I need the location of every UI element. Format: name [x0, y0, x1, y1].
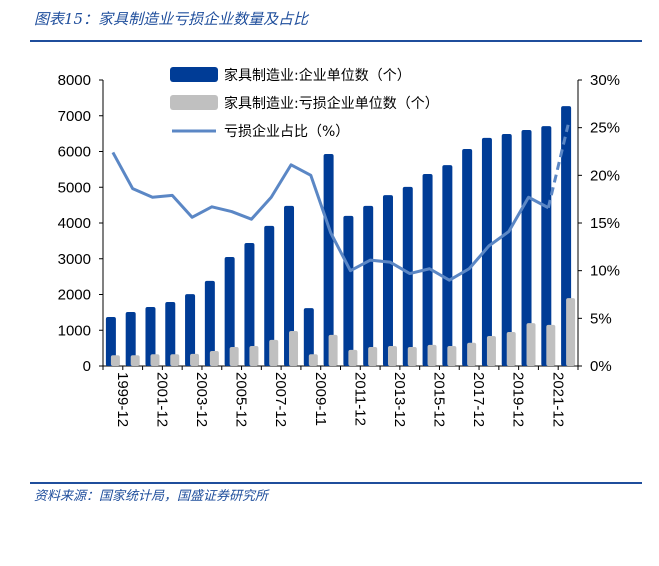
- source-note: 资料来源：国家统计局，国盛证券研究所: [34, 489, 269, 504]
- loss-bar: [447, 345, 457, 366]
- total-bar: [244, 243, 255, 366]
- loss-bar: [566, 298, 576, 366]
- legend-label-loss: 家具制造业:亏损企业单位数（个）: [224, 95, 439, 112]
- loss-bar: [150, 354, 160, 366]
- loss-bar: [190, 353, 200, 366]
- legend-swatch-total: [170, 67, 218, 82]
- x-tick-label: 2001-12: [153, 372, 170, 427]
- x-tick-label: 2021-12: [549, 372, 566, 427]
- x-tick-label: 2017-12: [470, 372, 487, 427]
- loss-bar: [328, 334, 338, 366]
- right-tick-label: 5%: [590, 310, 612, 327]
- right-tick-label: 20%: [590, 167, 620, 184]
- total-bar: [402, 186, 413, 366]
- chart-title: 图表15：家具制造业亏损企业数量及占比: [34, 10, 309, 28]
- left-tick-label: 5000: [58, 179, 91, 196]
- x-tick-label: 2009-11: [312, 372, 329, 426]
- right-tick-label: 10%: [590, 263, 620, 280]
- left-tick-label: 7000: [58, 108, 91, 125]
- total-bar: [481, 137, 492, 366]
- legend-swatch-loss: [170, 95, 218, 110]
- x-tick-label: 1999-12: [114, 372, 131, 427]
- left-tick-label: 1000: [58, 322, 91, 339]
- total-bar: [343, 215, 354, 366]
- total-bar: [442, 165, 453, 366]
- total-bar: [125, 312, 136, 366]
- x-tick-label: 2019-12: [510, 372, 527, 427]
- left-tick-label: 0: [83, 358, 91, 375]
- x-tick-label: 2003-12: [193, 372, 210, 427]
- left-tick-label: 4000: [58, 215, 91, 232]
- total-bar: [363, 205, 374, 366]
- total-bar: [224, 256, 235, 366]
- total-bar: [105, 317, 116, 366]
- loss-bar: [130, 355, 140, 366]
- left-tick-label: 2000: [58, 287, 91, 304]
- loss-bar: [170, 354, 180, 366]
- total-bar: [323, 154, 334, 366]
- loss-bar: [387, 345, 397, 366]
- loss-bar: [526, 323, 536, 366]
- total-bar: [462, 148, 473, 366]
- loss-bar: [249, 345, 259, 366]
- loss-bar: [546, 324, 556, 366]
- total-bar: [185, 294, 196, 366]
- loss-bar: [467, 342, 477, 366]
- loss-bar: [110, 355, 120, 366]
- total-bar: [303, 308, 314, 366]
- loss-bar: [308, 354, 318, 366]
- x-tick-label: 2007-12: [272, 372, 289, 427]
- total-bar: [165, 302, 176, 366]
- total-bar: [284, 205, 295, 366]
- loss-bar: [229, 347, 239, 366]
- right-tick-label: 15%: [590, 215, 620, 232]
- total-bar: [382, 195, 393, 366]
- total-bar: [204, 280, 215, 366]
- x-tick-label: 2013-12: [391, 372, 408, 427]
- total-bar: [541, 126, 552, 367]
- legend-label-ratio: 亏损企业占比（%）: [224, 123, 349, 140]
- right-tick-label: 30%: [590, 72, 620, 89]
- source-rule: [30, 482, 642, 484]
- loss-bar: [427, 344, 437, 366]
- total-bar: [145, 307, 156, 366]
- legend-label-total: 家具制造业:企业单位数（个）: [224, 67, 411, 84]
- x-tick-label: 2015-12: [431, 372, 448, 427]
- title-rule: [30, 40, 642, 42]
- loss-bar: [506, 332, 516, 366]
- left-tick-label: 3000: [58, 251, 91, 268]
- right-tick-label: 25%: [590, 120, 620, 137]
- loss-bar: [407, 347, 417, 366]
- x-tick-label: 2011-12: [351, 372, 368, 426]
- loss-bar: [289, 330, 299, 366]
- ratio-line-dashed-segment: [546, 124, 570, 209]
- loss-bar: [269, 339, 279, 366]
- loss-bar: [486, 335, 496, 366]
- loss-bar: [368, 347, 378, 366]
- left-tick-label: 8000: [58, 72, 91, 89]
- x-tick-label: 2005-12: [233, 372, 250, 427]
- loss-bar: [209, 350, 219, 366]
- total-bar: [264, 225, 275, 366]
- right-tick-label: 0%: [590, 358, 612, 375]
- left-tick-label: 6000: [58, 144, 91, 161]
- loss-bar: [348, 349, 358, 366]
- total-bar: [501, 133, 512, 366]
- total-bar: [521, 130, 532, 366]
